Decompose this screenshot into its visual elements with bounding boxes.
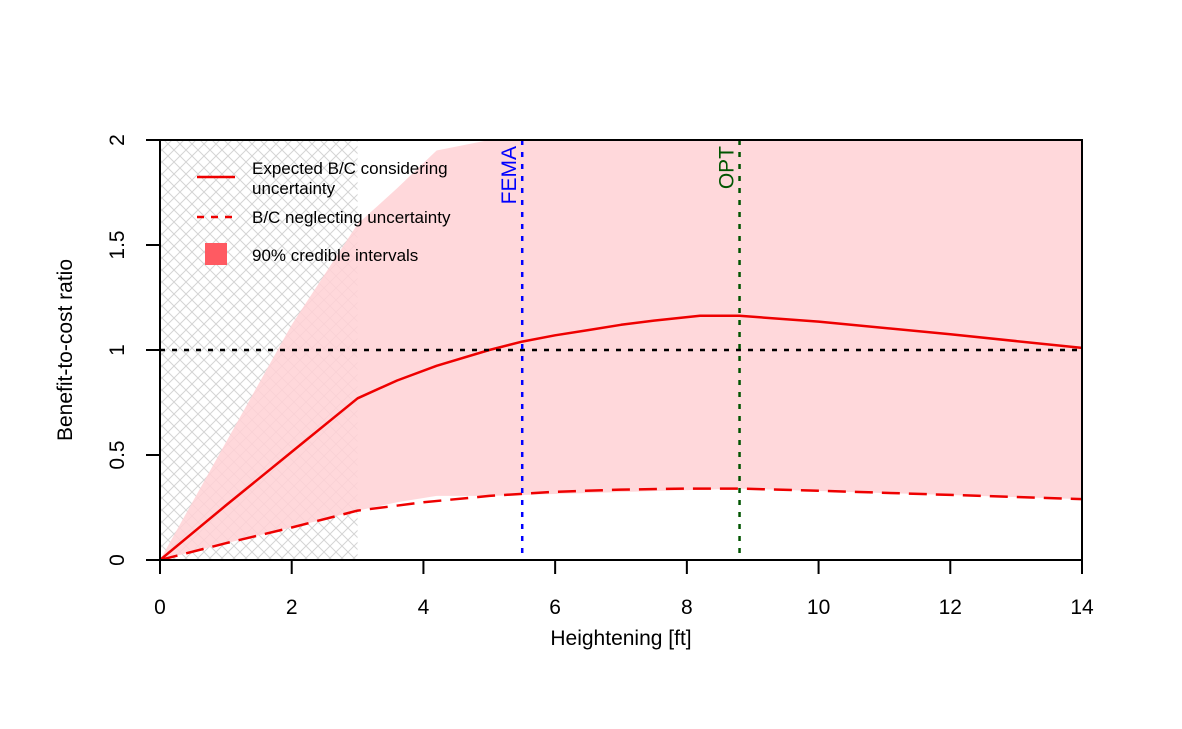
y-tick-label: 0.5 xyxy=(106,440,129,469)
y-tick-label: 2 xyxy=(106,134,129,146)
legend-label: B/C neglecting uncertainty xyxy=(252,208,451,227)
x-tick-label: 14 xyxy=(1070,596,1094,619)
x-axis-label: Heightening [ft] xyxy=(550,627,691,650)
reference-label-fema: FEMA xyxy=(498,146,521,204)
y-tick-label: 1 xyxy=(106,344,129,356)
x-tick-label: 4 xyxy=(418,596,430,619)
x-tick-label: 8 xyxy=(681,596,693,619)
reference-label-opt: OPT xyxy=(716,146,739,189)
axes: 0 2 4 6 8 10 12 14 0 0.5 1 1.5 2 xyxy=(106,134,1094,619)
legend-label: 90% credible intervals xyxy=(252,246,418,265)
series-line-neglecting xyxy=(160,487,1082,560)
x-tick-label: 6 xyxy=(549,596,561,619)
x-tick-label: 2 xyxy=(286,596,298,619)
legend-label: uncertainty xyxy=(252,179,336,198)
x-tick-label: 10 xyxy=(807,596,830,619)
reference-lines: FEMA OPT xyxy=(160,140,1082,560)
legend-label: Expected B/C considering xyxy=(252,159,448,178)
y-tick-label: 1.5 xyxy=(106,230,129,259)
legend: Expected B/C considering uncertainty B/C … xyxy=(197,159,451,265)
y-tick-label: 0 xyxy=(106,554,129,566)
x-tick-label: 12 xyxy=(939,596,962,619)
series-line-expected xyxy=(160,314,1082,560)
x-tick-label: 0 xyxy=(154,596,166,619)
legend-swatch-credible-interval xyxy=(205,243,227,265)
y-axis-label: Benefit-to-cost ratio xyxy=(54,259,77,441)
